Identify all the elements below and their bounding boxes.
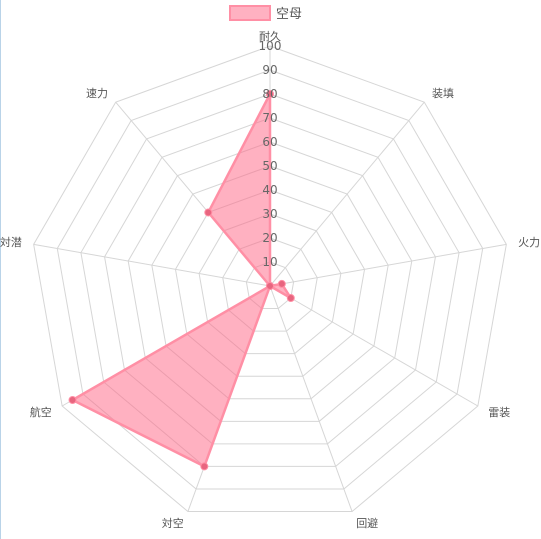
- data-point[interactable]: [200, 462, 209, 471]
- tick-label: 70: [262, 111, 277, 125]
- series-area: [71, 92, 293, 468]
- grid-ring: [174, 189, 366, 377]
- axis-spoke: [269, 285, 479, 407]
- tick-label: 80: [262, 87, 277, 101]
- axis-label: 回避: [356, 516, 378, 530]
- tick-label: 40: [262, 183, 277, 197]
- data-point[interactable]: [286, 294, 295, 302]
- axis-spoke: [269, 101, 425, 287]
- axis-label: 火力: [518, 236, 540, 249]
- data-point[interactable]: [266, 282, 274, 290]
- axis-label: 耐久: [259, 30, 281, 43]
- grid-ring: [222, 237, 318, 332]
- grid-ring: [80, 93, 460, 467]
- tick-label: 100: [259, 39, 282, 53]
- radar-grid: [33, 45, 507, 513]
- window-edge: [0, 0, 1, 539]
- tick-labels: 10 20 30 40 50 60 70 80 90 100: [259, 39, 282, 269]
- axis-label: 対空: [162, 516, 184, 530]
- series-layer: [68, 90, 295, 471]
- axis-label: 雷装: [488, 406, 510, 419]
- grid-ring: [245, 261, 295, 310]
- tick-label: 30: [262, 207, 277, 221]
- axis-label: 装填: [432, 86, 454, 100]
- legend-series-name: 空母: [276, 7, 302, 22]
- grid-ring: [33, 45, 507, 513]
- tick-label: 10: [262, 255, 277, 269]
- axis-spoke: [33, 243, 271, 287]
- axis-spoke: [269, 285, 353, 512]
- grid-ring: [56, 69, 484, 490]
- grid-ring: [151, 165, 389, 400]
- tick-label: 90: [262, 63, 277, 77]
- axis-label: 航空: [30, 405, 52, 419]
- grid-ring: [104, 117, 436, 445]
- data-point[interactable]: [68, 396, 77, 404]
- data-point[interactable]: [204, 208, 213, 217]
- legend-swatch: [229, 5, 271, 21]
- data-point[interactable]: [277, 279, 286, 288]
- tick-label: 20: [262, 231, 277, 245]
- data-point[interactable]: [266, 90, 274, 98]
- axis-label: 対潜: [0, 235, 22, 249]
- tick-label: 50: [262, 159, 277, 173]
- grid-ring: [198, 213, 342, 355]
- axis-label: 速力: [86, 87, 108, 100]
- tick-label: 60: [262, 135, 277, 149]
- legend[interactable]: 空母: [229, 5, 302, 22]
- grid-ring: [127, 141, 413, 422]
- axis-spoke: [269, 243, 507, 287]
